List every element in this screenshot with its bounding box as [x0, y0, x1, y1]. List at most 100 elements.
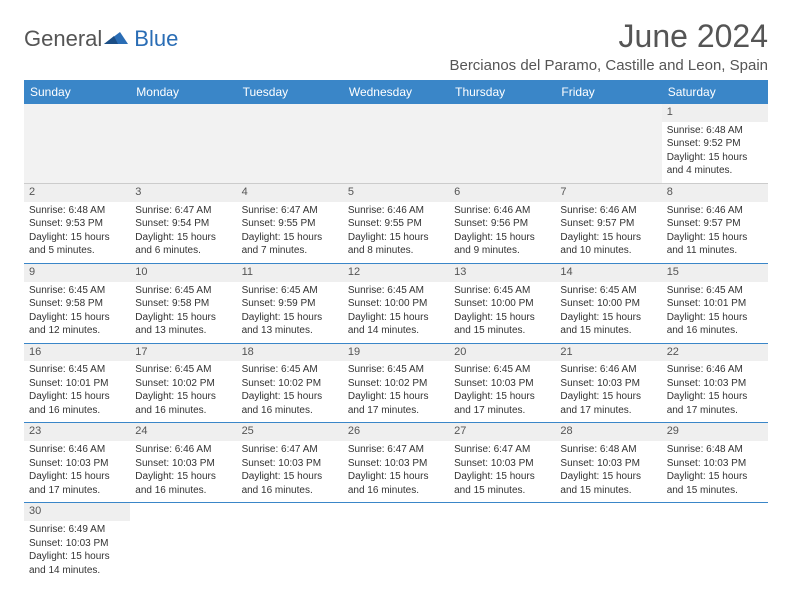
day-number: 20 [449, 344, 555, 362]
day-number: 30 [24, 503, 130, 521]
day-number: 8 [662, 184, 768, 202]
sunrise-text: Sunrise: 6:46 AM [29, 443, 125, 457]
sunrise-text: Sunrise: 6:48 AM [667, 124, 763, 138]
day-number: 17 [130, 344, 236, 362]
daylight-text: Daylight: 15 hours and 16 minutes. [242, 470, 338, 497]
daylight-text: Daylight: 15 hours and 16 minutes. [667, 311, 763, 338]
calendar-empty [449, 104, 555, 183]
daylight-text: Daylight: 15 hours and 12 minutes. [29, 311, 125, 338]
calendar-day: 29Sunrise: 6:48 AMSunset: 10:03 PMDaylig… [662, 423, 768, 502]
sunset-text: Sunset: 10:03 PM [348, 457, 444, 471]
sunrise-text: Sunrise: 6:46 AM [667, 204, 763, 218]
calendar-day: 4Sunrise: 6:47 AMSunset: 9:55 PMDaylight… [237, 184, 343, 263]
calendar-empty [24, 104, 130, 183]
calendar-week: 30Sunrise: 6:49 AMSunset: 10:03 PMDaylig… [24, 503, 768, 582]
sunrise-text: Sunrise: 6:46 AM [667, 363, 763, 377]
calendar-day: 30Sunrise: 6:49 AMSunset: 10:03 PMDaylig… [24, 503, 130, 582]
day-header: Monday [130, 80, 236, 104]
day-header: Sunday [24, 80, 130, 104]
calendar-day: 28Sunrise: 6:48 AMSunset: 10:03 PMDaylig… [555, 423, 661, 502]
calendar-empty [555, 503, 661, 582]
daylight-text: Daylight: 15 hours and 13 minutes. [135, 311, 231, 338]
sunset-text: Sunset: 9:55 PM [242, 217, 338, 231]
daylight-text: Daylight: 15 hours and 15 minutes. [454, 470, 550, 497]
calendar-day: 19Sunrise: 6:45 AMSunset: 10:02 PMDaylig… [343, 344, 449, 423]
sunset-text: Sunset: 10:03 PM [667, 377, 763, 391]
sunrise-text: Sunrise: 6:45 AM [135, 363, 231, 377]
sunrise-text: Sunrise: 6:45 AM [29, 363, 125, 377]
calendar-day: 21Sunrise: 6:46 AMSunset: 10:03 PMDaylig… [555, 344, 661, 423]
calendar-empty [343, 104, 449, 183]
sunset-text: Sunset: 10:00 PM [560, 297, 656, 311]
calendar-empty [237, 104, 343, 183]
sunrise-text: Sunrise: 6:45 AM [560, 284, 656, 298]
daylight-text: Daylight: 15 hours and 13 minutes. [242, 311, 338, 338]
sunset-text: Sunset: 9:55 PM [348, 217, 444, 231]
daylight-text: Daylight: 15 hours and 14 minutes. [348, 311, 444, 338]
sunset-text: Sunset: 10:00 PM [348, 297, 444, 311]
daylight-text: Daylight: 15 hours and 16 minutes. [29, 390, 125, 417]
day-headers-row: SundayMondayTuesdayWednesdayThursdayFrid… [24, 80, 768, 104]
day-number: 9 [24, 264, 130, 282]
sunrise-text: Sunrise: 6:45 AM [667, 284, 763, 298]
calendar-week: 23Sunrise: 6:46 AMSunset: 10:03 PMDaylig… [24, 423, 768, 503]
sunrise-text: Sunrise: 6:47 AM [242, 443, 338, 457]
logo-text-general: General [24, 26, 102, 52]
daylight-text: Daylight: 15 hours and 16 minutes. [242, 390, 338, 417]
calendar-day: 18Sunrise: 6:45 AMSunset: 10:02 PMDaylig… [237, 344, 343, 423]
sunrise-text: Sunrise: 6:47 AM [135, 204, 231, 218]
day-number: 22 [662, 344, 768, 362]
sunrise-text: Sunrise: 6:45 AM [348, 363, 444, 377]
day-number: 3 [130, 184, 236, 202]
day-number: 12 [343, 264, 449, 282]
day-number: 26 [343, 423, 449, 441]
sunset-text: Sunset: 10:02 PM [348, 377, 444, 391]
logo-flag-icon [104, 28, 130, 51]
daylight-text: Daylight: 15 hours and 15 minutes. [560, 311, 656, 338]
day-number: 27 [449, 423, 555, 441]
daylight-text: Daylight: 15 hours and 14 minutes. [29, 550, 125, 577]
sunrise-text: Sunrise: 6:45 AM [242, 363, 338, 377]
sunset-text: Sunset: 10:03 PM [667, 457, 763, 471]
calendar-empty [662, 503, 768, 582]
sunset-text: Sunset: 9:57 PM [560, 217, 656, 231]
header: General Blue June 2024 Bercianos del Par… [24, 18, 768, 74]
calendar-day: 17Sunrise: 6:45 AMSunset: 10:02 PMDaylig… [130, 344, 236, 423]
sunset-text: Sunset: 9:59 PM [242, 297, 338, 311]
sunset-text: Sunset: 9:53 PM [29, 217, 125, 231]
calendar-day: 13Sunrise: 6:45 AMSunset: 10:00 PMDaylig… [449, 264, 555, 343]
daylight-text: Daylight: 15 hours and 17 minutes. [348, 390, 444, 417]
calendar-day: 15Sunrise: 6:45 AMSunset: 10:01 PMDaylig… [662, 264, 768, 343]
sunrise-text: Sunrise: 6:45 AM [454, 284, 550, 298]
day-number: 6 [449, 184, 555, 202]
daylight-text: Daylight: 15 hours and 16 minutes. [135, 390, 231, 417]
day-header: Thursday [449, 80, 555, 104]
calendar-day: 8Sunrise: 6:46 AMSunset: 9:57 PMDaylight… [662, 184, 768, 263]
daylight-text: Daylight: 15 hours and 5 minutes. [29, 231, 125, 258]
sunset-text: Sunset: 10:03 PM [29, 457, 125, 471]
daylight-text: Daylight: 15 hours and 8 minutes. [348, 231, 444, 258]
daylight-text: Daylight: 15 hours and 16 minutes. [348, 470, 444, 497]
calendar-week: 2Sunrise: 6:48 AMSunset: 9:53 PMDaylight… [24, 184, 768, 264]
sunset-text: Sunset: 10:03 PM [454, 457, 550, 471]
day-number: 25 [237, 423, 343, 441]
sunrise-text: Sunrise: 6:48 AM [29, 204, 125, 218]
sunset-text: Sunset: 10:03 PM [560, 457, 656, 471]
sunrise-text: Sunrise: 6:45 AM [454, 363, 550, 377]
daylight-text: Daylight: 15 hours and 17 minutes. [454, 390, 550, 417]
day-number: 1 [662, 104, 768, 122]
sunrise-text: Sunrise: 6:45 AM [135, 284, 231, 298]
calendar-day: 3Sunrise: 6:47 AMSunset: 9:54 PMDaylight… [130, 184, 236, 263]
sunset-text: Sunset: 10:03 PM [454, 377, 550, 391]
sunset-text: Sunset: 10:01 PM [667, 297, 763, 311]
sunrise-text: Sunrise: 6:46 AM [348, 204, 444, 218]
day-number: 18 [237, 344, 343, 362]
location-text: Bercianos del Paramo, Castille and Leon,… [449, 57, 768, 74]
sunset-text: Sunset: 10:03 PM [29, 537, 125, 551]
sunset-text: Sunset: 9:58 PM [29, 297, 125, 311]
calendar-day: 26Sunrise: 6:47 AMSunset: 10:03 PMDaylig… [343, 423, 449, 502]
calendar-day: 14Sunrise: 6:45 AMSunset: 10:00 PMDaylig… [555, 264, 661, 343]
sunrise-text: Sunrise: 6:47 AM [242, 204, 338, 218]
day-number: 5 [343, 184, 449, 202]
day-number: 4 [237, 184, 343, 202]
